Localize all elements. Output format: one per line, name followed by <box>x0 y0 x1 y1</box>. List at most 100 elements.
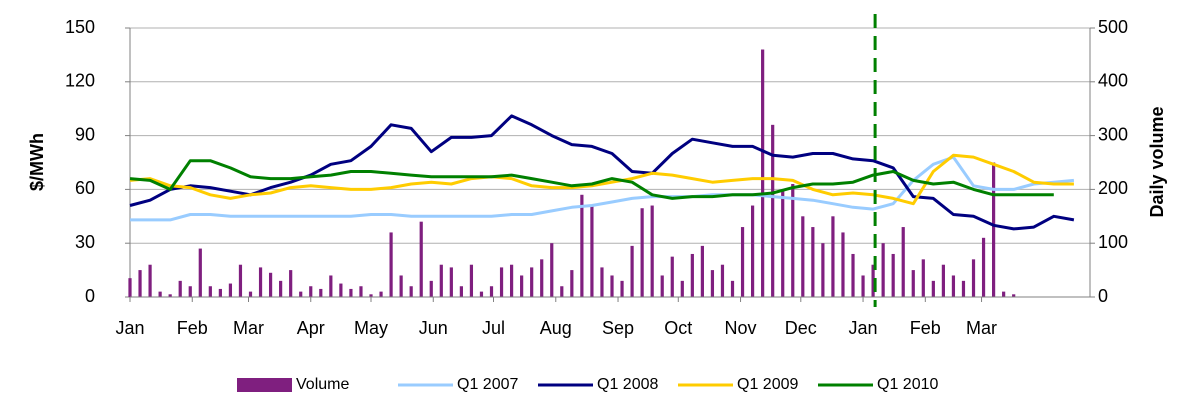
volume-bar <box>489 286 494 297</box>
volume-bar <box>620 280 624 297</box>
y-tick-label: 150 <box>65 17 95 37</box>
volume-bar <box>720 264 725 297</box>
volume-bar <box>981 237 986 297</box>
volume-bar <box>951 275 956 297</box>
volume-bar <box>740 227 745 297</box>
series-line <box>129 159 1054 200</box>
volume-bar <box>550 243 554 297</box>
volume-bar <box>138 270 142 297</box>
volume-bar <box>891 253 895 297</box>
volume-bar <box>640 208 644 297</box>
volume-bar <box>479 291 484 297</box>
volume-bar <box>881 243 885 297</box>
volume-bar <box>459 286 463 297</box>
volume-bar <box>168 294 172 297</box>
x-tick-label: Sep <box>602 318 634 338</box>
volume-bar <box>610 275 614 297</box>
volume-bar <box>931 280 935 297</box>
x-tick-label: Feb <box>177 318 208 338</box>
volume-bar <box>730 280 735 297</box>
series-line <box>129 153 1074 206</box>
volume-bar <box>509 264 514 297</box>
legend-swatch <box>237 378 292 392</box>
volume-bar <box>801 216 805 297</box>
volume-bar <box>499 267 504 297</box>
volume-bar <box>279 280 283 297</box>
volume-bar <box>961 280 966 297</box>
y2-tick-label: 100 <box>1098 232 1128 252</box>
volume-bar <box>851 253 855 297</box>
volume-bar <box>590 205 594 297</box>
x-tick-label: Nov <box>725 318 757 338</box>
y2-axis-title: Daily volume <box>1147 106 1167 217</box>
volume-bar <box>921 259 925 297</box>
volume-bar <box>309 286 313 297</box>
volume-bar <box>911 270 915 297</box>
volume-bar <box>379 291 383 297</box>
x-tick-label: Oct <box>664 318 692 338</box>
volume-bar <box>570 270 574 297</box>
x-tick-label: Jul <box>482 318 505 338</box>
volume-bar <box>148 264 152 297</box>
y-tick-label: 120 <box>65 71 95 91</box>
volume-bar <box>821 243 825 297</box>
volume-bar <box>660 275 664 297</box>
volume-bar <box>941 264 945 297</box>
volume-bar <box>158 291 162 297</box>
volume-bar <box>971 259 976 297</box>
volume-bar <box>700 245 704 297</box>
volume-bar <box>289 270 293 297</box>
x-tick-label: Jan <box>849 318 878 338</box>
series-line <box>130 155 1075 222</box>
volume-bar <box>439 264 443 297</box>
volume-bar <box>128 278 132 297</box>
volume-bar <box>560 286 564 297</box>
y-tick-label: 0 <box>85 286 95 306</box>
volume-bar <box>178 280 182 297</box>
y-tick-label: 60 <box>75 178 95 198</box>
volume-bar <box>710 270 715 297</box>
volume-bar <box>630 245 634 297</box>
volume-bar <box>238 264 243 297</box>
volume-bar <box>359 286 363 297</box>
legend-label: Q1 2007 <box>457 376 518 393</box>
legend-label: Q1 2010 <box>877 376 938 393</box>
x-tick-label: Aug <box>540 318 572 338</box>
legend-label: Volume <box>296 376 349 393</box>
volume-bar <box>901 227 905 297</box>
volume-bar <box>429 280 433 297</box>
volume-bar <box>349 288 353 297</box>
volume-bar <box>399 275 403 297</box>
volume-bar <box>409 286 413 297</box>
volume-bar <box>369 294 373 297</box>
volume-bar <box>258 267 263 297</box>
volume-bar <box>469 264 474 297</box>
y2-tick-label: 200 <box>1098 178 1128 198</box>
legend-label: Q1 2008 <box>597 376 658 393</box>
x-tick-label: May <box>354 318 388 338</box>
volume-bar <box>670 256 674 297</box>
x-tick-label: Dec <box>785 318 817 338</box>
y-tick-label: 90 <box>75 124 95 144</box>
volume-bar <box>248 291 253 297</box>
volume-bar <box>419 221 423 297</box>
x-tick-label: Jan <box>115 318 144 338</box>
volume-bar <box>389 232 393 297</box>
x-tick-label: Mar <box>233 318 264 338</box>
volume-bar <box>530 267 534 297</box>
y2-tick-label: 400 <box>1098 71 1128 91</box>
legend-label: Q1 2009 <box>737 376 798 393</box>
volume-bar <box>650 205 654 297</box>
volume-bar <box>841 232 845 297</box>
volume-bar <box>449 267 453 297</box>
volume-bar <box>1002 291 1006 297</box>
volume-bar <box>208 286 212 297</box>
y2-tick-label: 300 <box>1098 124 1128 144</box>
volume-bar <box>771 124 775 297</box>
volume-bar <box>781 189 785 297</box>
y2-tick-label: 500 <box>1098 17 1128 37</box>
volume-bar <box>520 275 524 297</box>
y-tick-label: 30 <box>75 232 95 252</box>
volume-bar <box>761 49 765 297</box>
